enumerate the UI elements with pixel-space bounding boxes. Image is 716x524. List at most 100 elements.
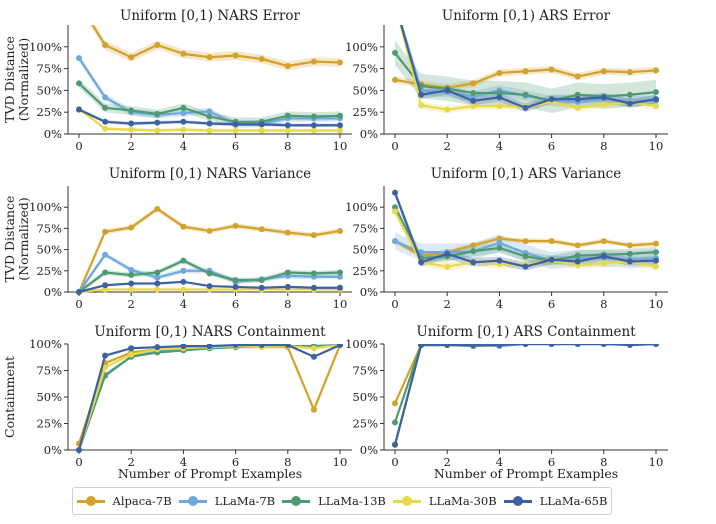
point-alpaca-7b xyxy=(128,54,135,61)
point-llama-65b xyxy=(626,258,633,265)
point-llama-13b xyxy=(574,252,581,259)
panel-3: 0% 25% 50% 75% 100% 0 2 4 6 8 10 Uniform [0,1) ARS … xyxy=(345,166,668,311)
point-llama-30b xyxy=(128,286,135,293)
point-alpaca-7b xyxy=(470,80,477,87)
x-tick-label: 0 xyxy=(391,139,398,153)
series-line-llama-30b xyxy=(393,344,656,445)
point-llama-65b xyxy=(310,122,317,129)
point-llama-13b xyxy=(574,91,581,98)
x-tick-label: 4 xyxy=(496,297,503,311)
point-alpaca-7b xyxy=(128,224,135,231)
point-llama-65b xyxy=(392,0,398,6)
point-llama-65b xyxy=(206,120,213,127)
point-llama-65b xyxy=(206,344,213,350)
point-llama-65b xyxy=(337,284,343,291)
point-llama-30b xyxy=(258,127,265,134)
point-llama-30b xyxy=(102,125,109,132)
legend-swatch-llama-30b xyxy=(392,496,421,506)
y-tick-label: 100% xyxy=(345,337,378,351)
point-alpaca-7b xyxy=(232,222,239,229)
point-llama-65b xyxy=(522,104,529,111)
point-llama-65b xyxy=(154,119,161,126)
x-tick-label: 8 xyxy=(600,455,607,469)
point-llama-30b xyxy=(128,126,135,133)
y-tick-label: 0% xyxy=(360,127,378,141)
point-llama-13b xyxy=(284,269,291,276)
point-llama-7b xyxy=(180,267,187,274)
point-alpaca-7b xyxy=(392,400,398,407)
legend-item-llama-7b: LLaMa-7B xyxy=(178,494,276,508)
point-llama-13b xyxy=(392,49,398,56)
point-alpaca-7b xyxy=(653,240,659,247)
point-llama-13b xyxy=(626,91,633,98)
x-tick-label: 10 xyxy=(333,297,348,311)
y-axis-label: (Normalized) xyxy=(16,197,31,280)
point-llama-30b xyxy=(600,260,607,267)
x-tick-label: 0 xyxy=(391,455,398,469)
point-llama-7b xyxy=(392,238,398,245)
point-llama-13b xyxy=(626,250,633,257)
point-llama-65b xyxy=(548,344,555,347)
x-tick-label: 4 xyxy=(496,455,503,469)
point-alpaca-7b xyxy=(258,56,265,63)
point-llama-30b xyxy=(444,106,451,113)
point-llama-65b xyxy=(128,345,135,352)
point-llama-30b xyxy=(392,0,398,6)
point-alpaca-7b xyxy=(284,229,291,236)
series-line-alpaca-7b xyxy=(77,207,341,293)
x-tick-label: 10 xyxy=(333,139,348,153)
point-alpaca-7b xyxy=(574,73,581,80)
point-llama-65b xyxy=(180,344,187,350)
x-tick-label: 2 xyxy=(444,297,451,311)
y-axis-label: Containment xyxy=(2,356,17,438)
x-tick-label: 10 xyxy=(649,297,664,311)
point-llama-13b xyxy=(653,249,659,256)
point-llama-7b xyxy=(180,110,187,117)
point-llama-65b xyxy=(76,289,82,295)
x-tick-label: 4 xyxy=(496,139,503,153)
y-tick-label: 100% xyxy=(29,40,62,54)
point-llama-65b xyxy=(496,257,503,264)
plot-area xyxy=(76,344,343,453)
point-llama-30b xyxy=(128,351,135,358)
x-tick-label: 6 xyxy=(548,139,555,153)
x-tick-label: 2 xyxy=(444,455,451,469)
point-llama-65b xyxy=(653,344,659,347)
point-llama-65b xyxy=(574,96,581,103)
y-tick-label: 25% xyxy=(36,264,62,278)
y-tick-label: 75% xyxy=(352,221,378,235)
point-llama-7b xyxy=(154,274,161,281)
point-llama-13b xyxy=(128,107,135,114)
y-tick-label: 100% xyxy=(29,200,62,214)
point-llama-65b xyxy=(392,189,398,196)
point-llama-65b xyxy=(102,352,109,359)
point-llama-65b xyxy=(522,263,529,270)
point-alpaca-7b xyxy=(310,58,317,65)
point-llama-65b xyxy=(496,344,503,349)
point-llama-13b xyxy=(522,91,529,98)
legend-label-llama-7b: LLaMa-7B xyxy=(214,494,276,508)
y-tick-label: 50% xyxy=(352,243,378,257)
point-llama-65b xyxy=(310,284,317,291)
point-llama-65b xyxy=(232,344,239,349)
x-tick-label: 6 xyxy=(232,297,239,311)
panel-5: 0% 25% 50% 75% 100% 0 2 4 6 8 10 Uniform [0,1) ARS … xyxy=(345,324,668,481)
plot-area xyxy=(392,188,659,271)
legend-swatch-alpaca-7b xyxy=(76,496,105,506)
point-alpaca-7b xyxy=(337,227,343,234)
y-tick-label: 50% xyxy=(352,390,378,404)
point-llama-13b xyxy=(653,89,659,96)
y-tick-label: 0% xyxy=(44,443,62,457)
point-llama-13b xyxy=(258,277,265,284)
point-llama-65b xyxy=(337,122,343,129)
point-alpaca-7b xyxy=(626,242,633,249)
point-llama-13b xyxy=(392,204,398,211)
point-alpaca-7b xyxy=(258,226,265,233)
point-llama-65b xyxy=(128,280,135,287)
point-llama-7b xyxy=(102,251,109,258)
point-llama-30b xyxy=(337,127,343,134)
point-alpaca-7b xyxy=(496,235,503,242)
x-tick-label: 10 xyxy=(333,455,348,469)
point-llama-30b xyxy=(102,286,109,293)
point-llama-65b xyxy=(310,353,317,360)
